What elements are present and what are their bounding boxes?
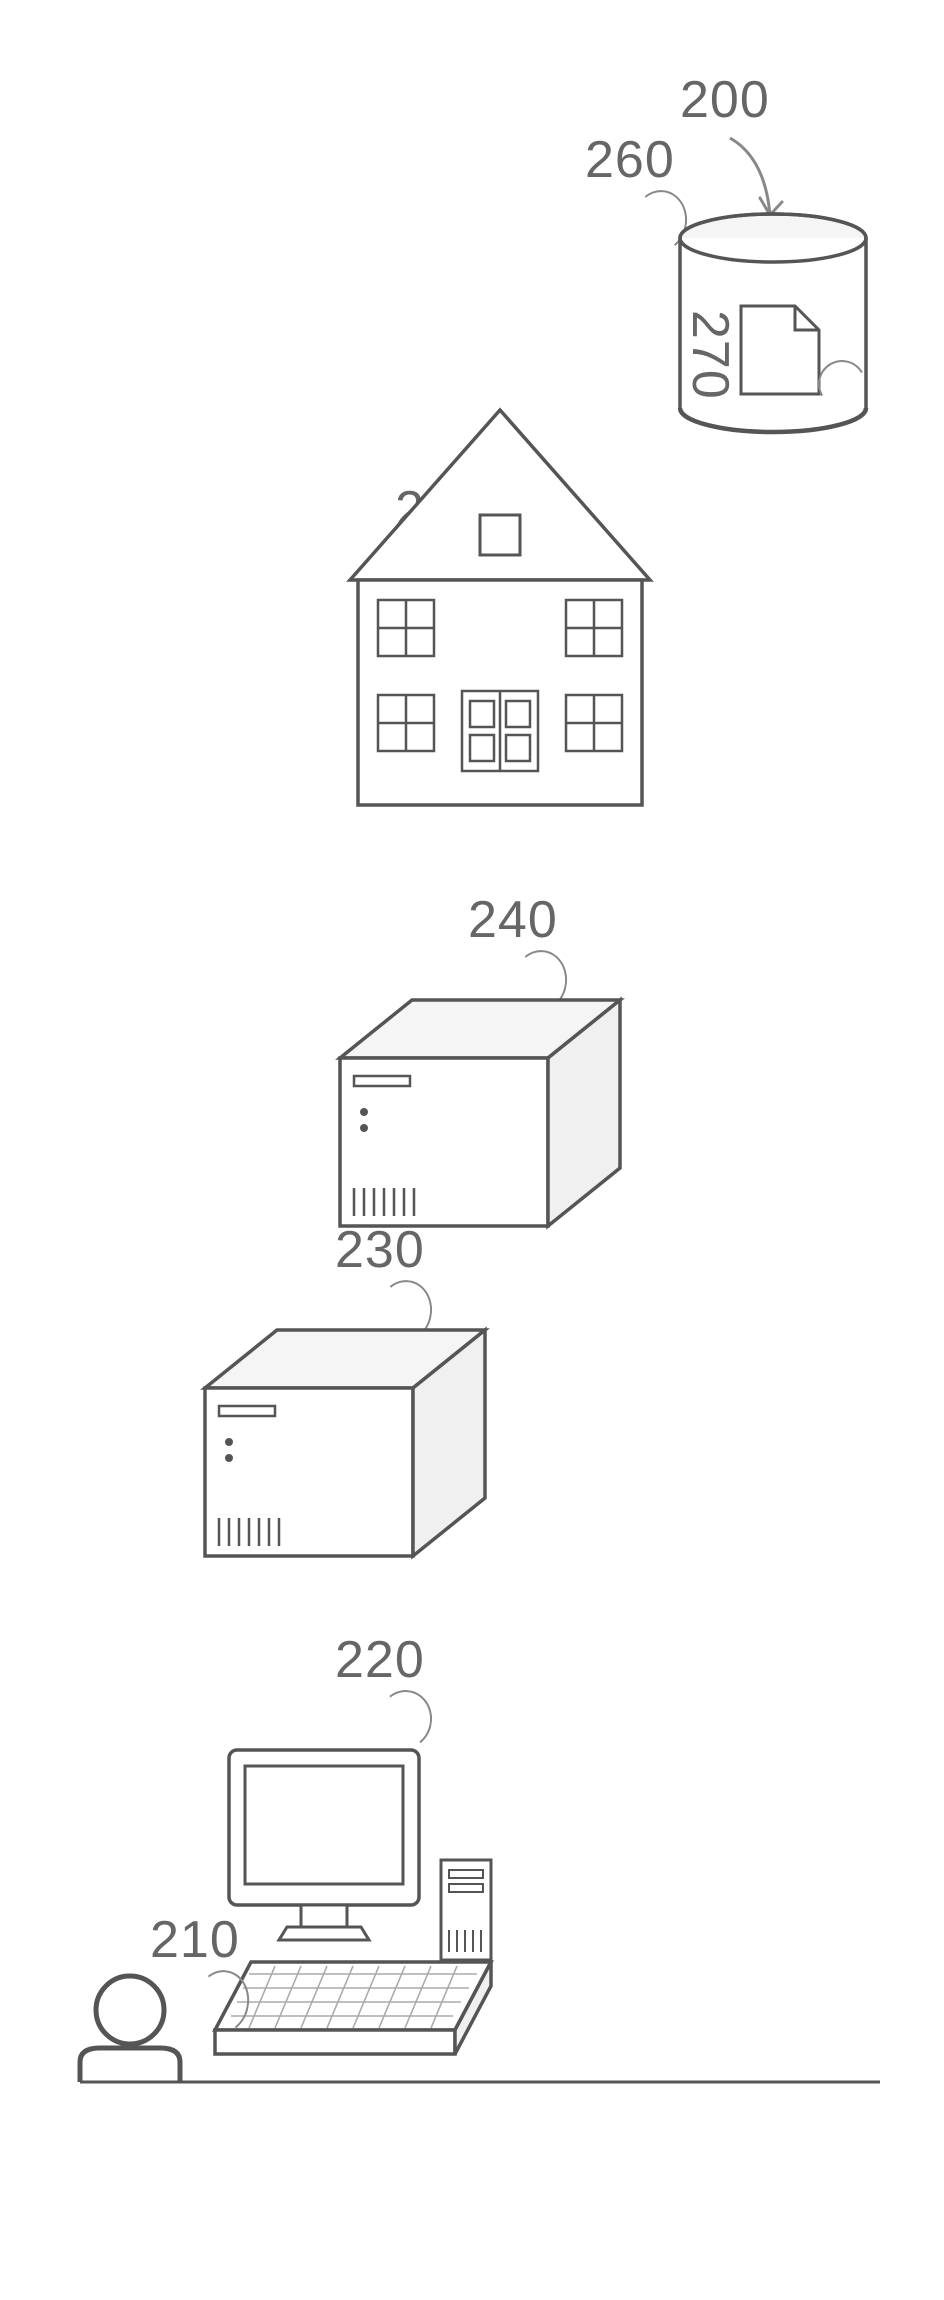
baseline-connector [50, 0, 900, 2300]
diagram-canvas: 200 260 270 250 [0, 0, 944, 2300]
